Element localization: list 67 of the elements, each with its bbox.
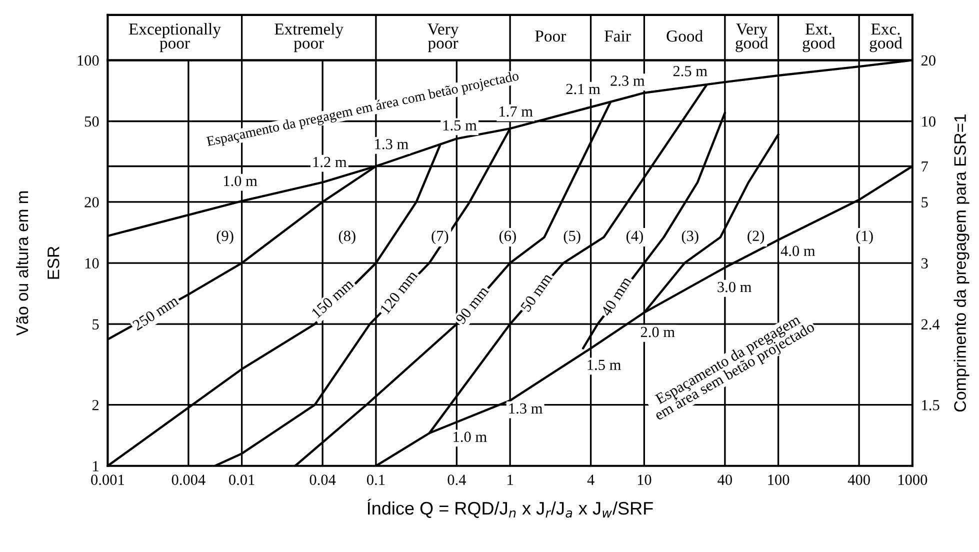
category-label: 1.5 [922,400,940,410]
category-label: 10 [922,116,936,127]
annotation: 50 mm [520,272,553,312]
annotation: 1.5 m [588,360,621,370]
x-tick-label: 0.01 [229,474,254,486]
text: Poor [535,30,566,42]
category-label: 2.4 [921,319,940,330]
text: Good [666,30,703,42]
annotation: 3.0 m [718,282,752,292]
y-tick-label: 100 [78,55,99,66]
text: Fair [604,30,631,42]
y-tick-label: 2 [92,400,99,410]
annotation: 1.2 m [313,156,347,168]
annotation: 1.5 m [443,120,477,131]
annotation: (6) [499,230,516,244]
annotation: (2) [748,230,764,244]
text: Exc. good [870,24,902,52]
annotation: 1.0 m [224,176,258,186]
annotation: 1.3 m [375,138,408,150]
annotation: 1.0 m [454,432,487,442]
annotation: (3) [682,230,698,244]
x-tick-label: 10 [638,474,652,485]
x-tick-label: 0.1 [366,474,385,486]
x-tick-label: 0.04 [310,474,336,486]
annotation: 150 mm [311,278,354,318]
annotation: 2.0 m [640,326,675,338]
annotation: 2.3 m [610,76,645,86]
x-tick-label: 0.4 [448,474,466,486]
category-label: 20 [921,55,936,66]
annotation: 250 mm [132,295,180,331]
x-tick-label: 1000 [898,474,928,485]
text: Very good [736,24,768,52]
annotation: (4) [626,230,643,244]
y-tick-label: 20 [84,197,99,208]
x-tick-label: 4 [587,474,594,485]
y-tick-label: 1 [93,461,98,472]
y-tick-label: 10 [85,258,99,268]
annotation: 4.0 m [780,246,816,256]
annotation: 2.1 m [566,84,600,94]
category-label: 5 [922,197,928,208]
x-tick-label: 1 [508,474,513,485]
text: Extremely poor [274,22,344,52]
x-tick-label: 0.001 [91,474,124,486]
annotation: 2.5 m [673,66,708,76]
text: Índice Q = RQD/J$_{n}$ x J$_{r}$/J$_{a}$ x J$_{w}$/SRF [368,498,653,518]
annotation: 120 mm [380,270,418,314]
category-label: 7 [922,162,928,172]
x-tick-label: 40 [718,474,732,485]
annotation: 90 mm [455,285,490,325]
annotation: (9) [216,230,234,244]
text: Exceptionally poor [128,22,221,52]
annotation: (5) [564,230,580,244]
x-tick-label: 400 [848,474,870,485]
text: Ext. good [802,24,836,52]
x-tick-label: 0.004 [172,474,206,486]
x-tick-label: 100 [768,474,790,485]
y-axis-title: Vão ou altura em m ESR [16,191,60,336]
annotation: (7) [432,230,448,244]
y-tick-label: 50 [84,116,99,127]
text: Very poor [427,24,459,52]
y2-axis-title: Comprimento da pregagem para ESR=1 [954,114,970,412]
annotation: (1) [856,230,873,244]
annotation: 1.3 m [509,403,543,414]
y-tick-label: 5 [92,319,99,330]
annotation: (8) [338,230,356,244]
annotation: 40 mm [600,276,632,317]
category-label: 3 [921,258,928,268]
